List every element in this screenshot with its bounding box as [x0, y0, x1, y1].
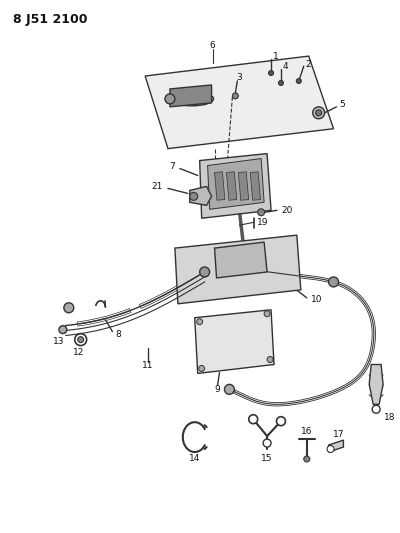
Polygon shape [200, 154, 271, 218]
Text: 4: 4 [283, 61, 288, 70]
Circle shape [190, 192, 198, 200]
Text: 10: 10 [311, 295, 322, 304]
Polygon shape [190, 187, 212, 205]
Circle shape [327, 446, 334, 453]
Circle shape [372, 405, 380, 413]
Polygon shape [369, 365, 383, 404]
Circle shape [224, 384, 234, 394]
Text: 13: 13 [53, 337, 65, 346]
Text: 11: 11 [142, 361, 154, 370]
Circle shape [197, 319, 203, 325]
Circle shape [165, 94, 175, 104]
Text: 8 J51 2100: 8 J51 2100 [13, 13, 88, 26]
Text: 19: 19 [257, 218, 269, 227]
Polygon shape [214, 242, 267, 278]
Circle shape [200, 267, 210, 277]
Text: 1: 1 [273, 52, 279, 61]
Text: 5: 5 [340, 100, 345, 109]
Text: 16: 16 [301, 426, 312, 435]
Bar [238, 172, 249, 200]
Bar [226, 172, 237, 200]
Circle shape [278, 80, 284, 85]
Text: 17: 17 [333, 430, 344, 439]
Text: 15: 15 [261, 455, 273, 464]
Circle shape [263, 439, 271, 447]
Circle shape [304, 456, 310, 462]
Ellipse shape [170, 92, 214, 106]
Circle shape [296, 78, 301, 84]
Circle shape [313, 107, 324, 119]
Text: 8: 8 [116, 330, 121, 339]
Text: 9: 9 [215, 385, 220, 394]
Text: 7: 7 [169, 162, 175, 171]
Circle shape [232, 93, 238, 99]
Text: 6: 6 [210, 41, 216, 50]
Polygon shape [208, 158, 264, 209]
Polygon shape [328, 440, 344, 452]
Bar [250, 172, 260, 200]
Polygon shape [170, 85, 212, 107]
Circle shape [59, 326, 67, 334]
Circle shape [328, 277, 338, 287]
Circle shape [276, 417, 286, 426]
Text: 14: 14 [189, 455, 200, 464]
Circle shape [78, 337, 84, 343]
Circle shape [267, 357, 273, 362]
Text: 18: 18 [384, 413, 396, 422]
Text: 20: 20 [281, 206, 292, 215]
Circle shape [268, 70, 274, 76]
Circle shape [249, 415, 258, 424]
Polygon shape [175, 235, 301, 304]
Circle shape [64, 303, 74, 313]
Circle shape [264, 311, 270, 317]
Text: 12: 12 [73, 348, 84, 357]
Circle shape [316, 110, 322, 116]
Polygon shape [145, 56, 334, 149]
Bar [214, 172, 225, 200]
Text: 3: 3 [236, 74, 242, 83]
Circle shape [258, 209, 265, 216]
Text: 21: 21 [152, 182, 163, 191]
Circle shape [199, 366, 205, 372]
Text: 2: 2 [306, 60, 311, 69]
Polygon shape [195, 310, 274, 374]
